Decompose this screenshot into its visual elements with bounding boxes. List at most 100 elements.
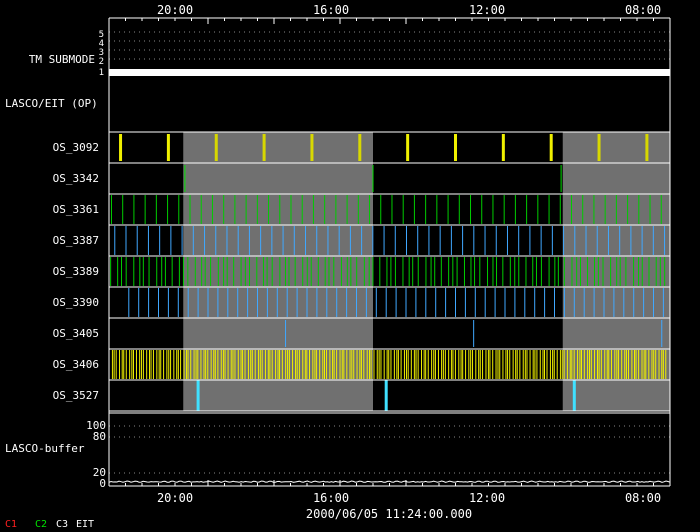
- marker: [484, 226, 486, 255]
- marker: [525, 257, 527, 286]
- marker: [400, 350, 402, 379]
- marker: [275, 350, 277, 379]
- marker: [572, 380, 576, 411]
- marker: [155, 195, 157, 224]
- shaded-interval-2: [562, 380, 670, 411]
- marker: [598, 350, 600, 379]
- marker: [405, 350, 407, 379]
- marker: [431, 350, 433, 379]
- marker: [473, 226, 475, 255]
- marker: [217, 257, 219, 286]
- marker: [327, 226, 329, 255]
- marker: [250, 350, 252, 379]
- marker: [204, 257, 206, 286]
- row-os-3092: OS_3092: [53, 131, 671, 164]
- marker: [370, 350, 372, 379]
- marker: [262, 257, 264, 286]
- marker: [454, 350, 456, 379]
- marker: [237, 350, 239, 379]
- marker: [210, 350, 212, 379]
- marker: [485, 350, 487, 379]
- marker: [148, 257, 150, 286]
- marker: [474, 288, 476, 317]
- marker: [123, 350, 125, 379]
- marker: [288, 350, 290, 379]
- chart-frame: [108, 17, 671, 487]
- marker: [515, 350, 517, 379]
- marker: [590, 350, 592, 379]
- marker: [177, 350, 179, 379]
- marker: [167, 288, 169, 317]
- marker: [121, 257, 123, 286]
- marker: [594, 257, 596, 286]
- marker: [353, 350, 355, 379]
- shaded-interval-2: [562, 318, 670, 349]
- marker: [294, 257, 296, 286]
- marker: [220, 350, 222, 379]
- marker: [111, 350, 113, 379]
- marker: [290, 195, 292, 224]
- row-os-3527: OS_3527: [53, 379, 671, 412]
- marker: [356, 288, 357, 317]
- marker: [240, 257, 242, 286]
- marker: [625, 257, 627, 286]
- marker: [544, 288, 546, 317]
- marker: [121, 350, 123, 379]
- marker: [502, 257, 504, 286]
- marker: [269, 350, 271, 379]
- marker: [349, 350, 351, 379]
- marker: [296, 288, 298, 317]
- marker: [417, 257, 419, 286]
- marker: [645, 134, 649, 161]
- marker: [257, 288, 258, 317]
- marker: [167, 195, 169, 224]
- marker: [524, 350, 526, 379]
- marker: [115, 350, 117, 379]
- marker: [614, 350, 616, 379]
- marker: [560, 165, 562, 192]
- marker: [158, 350, 160, 379]
- marker: [259, 350, 261, 379]
- row-os-3387: OS_3387: [53, 224, 671, 257]
- marker: [281, 350, 283, 379]
- marker: [260, 226, 262, 255]
- marker: [487, 350, 489, 379]
- legend-c3: C3: [56, 519, 68, 530]
- marker: [185, 350, 187, 379]
- marker: [645, 350, 647, 379]
- marker: [506, 226, 508, 255]
- marker: [624, 350, 626, 379]
- marker: [593, 288, 595, 317]
- marker: [542, 350, 544, 379]
- row-label: OS_3342: [53, 172, 99, 185]
- marker: [413, 350, 415, 379]
- marker: [380, 350, 382, 379]
- marker: [402, 195, 404, 224]
- chart-timestamp: 2000/06/05 11:24:00.000: [306, 507, 472, 521]
- marker: [552, 350, 554, 379]
- marker: [356, 350, 358, 379]
- marker: [133, 257, 135, 286]
- marker: [306, 257, 308, 286]
- marker: [176, 350, 178, 379]
- marker: [301, 195, 303, 224]
- marker: [261, 350, 263, 379]
- marker: [245, 195, 247, 224]
- marker: [242, 350, 244, 379]
- marker: [166, 350, 168, 379]
- marker: [335, 195, 337, 224]
- marker: [200, 350, 202, 379]
- marker: [649, 195, 651, 224]
- buffer-series-line: [108, 480, 671, 483]
- marker: [664, 257, 666, 286]
- marker: [222, 350, 224, 379]
- marker: [570, 195, 572, 224]
- marker: [447, 195, 449, 224]
- marker: [423, 350, 425, 379]
- marker: [470, 195, 472, 224]
- marker: [589, 350, 591, 379]
- marker: [316, 226, 318, 255]
- marker: [119, 350, 121, 379]
- marker: [237, 226, 239, 255]
- marker: [658, 350, 660, 379]
